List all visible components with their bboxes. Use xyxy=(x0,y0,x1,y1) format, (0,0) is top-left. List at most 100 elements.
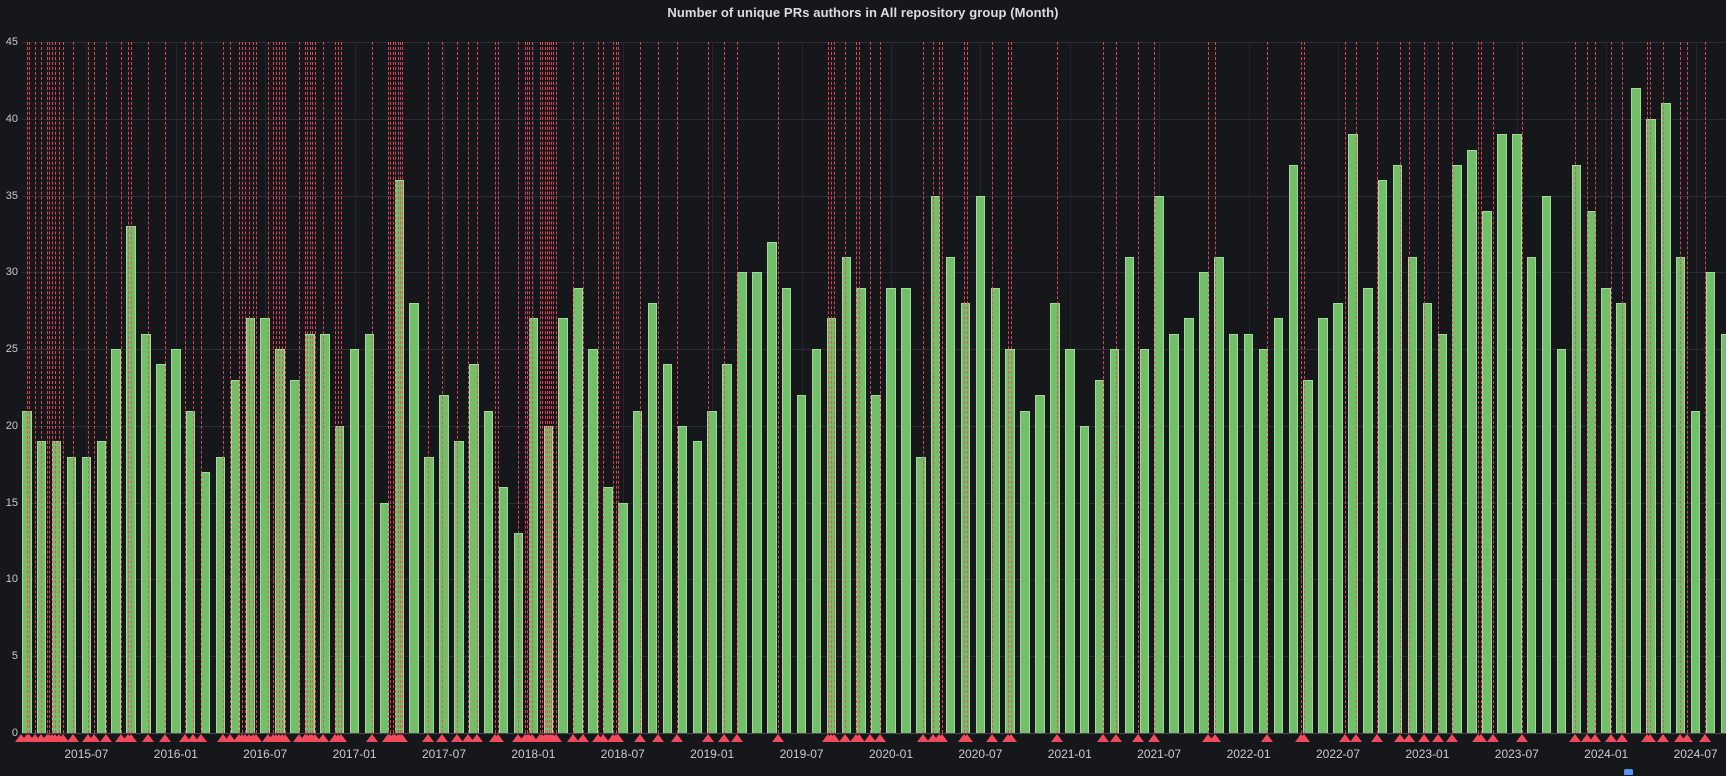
annotation-marker[interactable] xyxy=(1132,734,1144,742)
bar[interactable] xyxy=(1631,88,1641,733)
bar[interactable] xyxy=(1526,256,1537,733)
annotation-marker[interactable] xyxy=(1657,734,1669,742)
annotation-marker[interactable] xyxy=(1605,734,1617,742)
bar[interactable] xyxy=(171,349,181,733)
bar[interactable] xyxy=(528,318,539,733)
bar[interactable] xyxy=(1005,349,1015,733)
annotation-marker[interactable] xyxy=(1339,734,1351,742)
bar[interactable] xyxy=(632,410,643,733)
bar[interactable] xyxy=(707,410,717,733)
bar[interactable] xyxy=(1273,318,1284,733)
bar[interactable] xyxy=(796,395,807,733)
bar[interactable] xyxy=(603,487,613,733)
bar[interactable] xyxy=(1661,103,1671,733)
bar[interactable] xyxy=(200,471,211,733)
annotation-marker[interactable] xyxy=(309,734,321,742)
annotation-marker[interactable] xyxy=(224,734,236,742)
bar[interactable] xyxy=(945,256,956,733)
panel-title[interactable]: Number of unique PRs authors in All repo… xyxy=(667,5,1059,20)
bar[interactable] xyxy=(1497,134,1507,733)
bar[interactable] xyxy=(1288,164,1299,733)
bar[interactable] xyxy=(901,287,911,733)
bar[interactable] xyxy=(975,195,986,733)
bar[interactable] xyxy=(1124,256,1135,733)
annotation-marker[interactable] xyxy=(986,734,998,742)
bar[interactable] xyxy=(1035,395,1045,733)
bar[interactable] xyxy=(334,425,345,733)
bar[interactable] xyxy=(1109,349,1120,733)
annotation-marker[interactable] xyxy=(550,734,562,742)
bar[interactable] xyxy=(1079,425,1090,733)
annotation-marker[interactable] xyxy=(652,734,664,742)
bar[interactable] xyxy=(111,349,121,733)
bar[interactable] xyxy=(1720,333,1726,733)
annotation-marker[interactable] xyxy=(1097,734,1109,742)
bar[interactable] xyxy=(275,349,285,733)
annotation-marker[interactable] xyxy=(671,734,683,742)
annotation-marker[interactable] xyxy=(317,734,329,742)
annotation-marker[interactable] xyxy=(577,734,589,742)
annotation-marker[interactable] xyxy=(612,734,624,742)
annotation-marker[interactable] xyxy=(1261,734,1273,742)
annotation-marker[interactable] xyxy=(1298,734,1310,742)
annotation-marker[interactable] xyxy=(1202,734,1214,742)
bar[interactable] xyxy=(1422,303,1433,733)
bar[interactable] xyxy=(1348,134,1358,733)
bar[interactable] xyxy=(811,349,822,733)
bar[interactable] xyxy=(1184,318,1194,733)
bar[interactable] xyxy=(1690,410,1701,733)
bar[interactable] xyxy=(737,272,747,733)
bar[interactable] xyxy=(349,349,360,733)
annotation-marker[interactable] xyxy=(335,734,347,742)
annotation-marker[interactable] xyxy=(1371,734,1383,742)
annotation-marker[interactable] xyxy=(159,734,171,742)
bar[interactable] xyxy=(990,287,1001,733)
bar[interactable] xyxy=(930,195,941,733)
bar[interactable] xyxy=(618,502,628,733)
annotation-marker[interactable] xyxy=(187,734,199,742)
annotation-marker[interactable] xyxy=(1394,734,1406,742)
annotation-marker[interactable] xyxy=(597,734,609,742)
bar[interactable] xyxy=(692,441,703,733)
bar[interactable] xyxy=(677,425,688,733)
bar[interactable] xyxy=(22,410,32,733)
annotation-marker[interactable] xyxy=(1699,734,1711,742)
blue-annotation-marker[interactable] xyxy=(1624,769,1633,775)
annotation-marker[interactable] xyxy=(853,734,865,742)
annotation-marker[interactable] xyxy=(1616,734,1628,742)
bar[interactable] xyxy=(1377,180,1388,733)
annotation-marker[interactable] xyxy=(1569,734,1581,742)
annotation-marker[interactable] xyxy=(1209,734,1221,742)
annotation-marker[interactable] xyxy=(366,734,378,742)
bar[interactable] xyxy=(1139,349,1150,733)
annotation-marker[interactable] xyxy=(634,734,646,742)
annotation-marker[interactable] xyxy=(451,734,463,742)
annotation-marker[interactable] xyxy=(512,734,524,742)
bar[interactable] xyxy=(767,241,777,733)
annotation-marker[interactable] xyxy=(195,734,207,742)
bar[interactable] xyxy=(1482,210,1492,733)
bar[interactable] xyxy=(1437,333,1448,733)
annotation-marker[interactable] xyxy=(1350,734,1362,742)
bar[interactable] xyxy=(66,456,77,733)
bar[interactable] xyxy=(752,272,762,733)
annotation-marker[interactable] xyxy=(471,734,483,742)
annotation-marker[interactable] xyxy=(1418,734,1430,742)
annotation-marker[interactable] xyxy=(1005,734,1017,742)
annotation-marker[interactable] xyxy=(1516,734,1528,742)
annotation-marker[interactable] xyxy=(396,734,408,742)
bar[interactable] xyxy=(409,303,419,733)
bar[interactable] xyxy=(1571,164,1582,733)
bar[interactable] xyxy=(215,456,226,733)
bar[interactable] xyxy=(1616,303,1626,733)
annotation-marker[interactable] xyxy=(279,734,291,742)
annotation-marker[interactable] xyxy=(1432,734,1444,742)
annotation-marker[interactable] xyxy=(88,734,100,742)
bar[interactable] xyxy=(1363,287,1373,733)
annotation-marker[interactable] xyxy=(436,734,448,742)
bar[interactable] xyxy=(260,318,270,733)
bar[interactable] xyxy=(1333,303,1343,733)
bar[interactable] xyxy=(439,395,449,733)
annotation-marker[interactable] xyxy=(1051,734,1063,742)
annotation-marker[interactable] xyxy=(115,734,127,742)
